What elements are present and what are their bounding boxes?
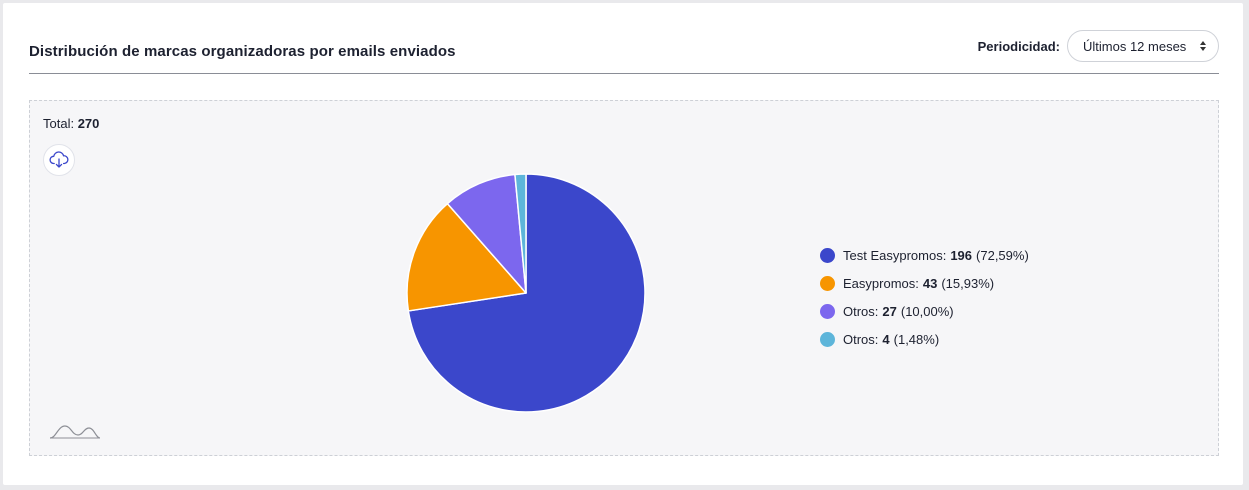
legend-percent: (10,00%) (900, 303, 954, 319)
legend-swatch (820, 247, 835, 263)
legend-percent: (1,48%) (893, 331, 940, 347)
select-caret-icon (1200, 41, 1206, 51)
pie-chart (406, 173, 646, 413)
period-select-value: Últimos 12 meses (1083, 38, 1187, 54)
cloud-download-icon (49, 151, 69, 168)
total-summary: Total: 270 (43, 116, 99, 131)
legend-swatch (820, 275, 835, 291)
total-label: Total: (43, 116, 75, 131)
total-value: 270 (77, 116, 100, 131)
legend-label: Otros: (843, 303, 879, 319)
legend-swatch (820, 303, 835, 319)
legend-label: Easypromos: (843, 275, 919, 291)
card-header: Distribución de marcas organizadoras por… (29, 29, 1219, 74)
card-title: Distribución de marcas organizadoras por… (29, 43, 456, 60)
period-select[interactable]: Últimos 12 meses (1067, 30, 1219, 62)
legend-label: Otros: (843, 331, 879, 347)
period-label: Periodicidad: (977, 38, 1060, 54)
chart-card: Distribución de marcas organizadoras por… (3, 3, 1243, 485)
wave-logo-icon (49, 425, 101, 439)
legend-value: 27 (882, 303, 897, 319)
legend-item-2[interactable]: Easypromos: 43 (15,93%) (820, 269, 1029, 297)
period-control: Periodicidad: Últimos 12 meses (978, 29, 1219, 63)
legend-label: Test Easypromos: (843, 247, 947, 263)
legend-value: 4 (882, 331, 890, 347)
legend-item-4[interactable]: Otros: 4 (1,48%) (820, 325, 1029, 353)
legend-percent: (72,59%) (976, 247, 1029, 263)
legend-swatch (820, 331, 835, 347)
pie-slice-2[interactable] (406, 202, 527, 312)
legend-item-1[interactable]: Test Easypromos: 196 (72,59%) (820, 241, 1029, 269)
pie-slice-4[interactable] (514, 173, 527, 294)
legend-value: 43 (922, 275, 938, 291)
legend-item-3[interactable]: Otros: 27 (10,00%) (820, 297, 1029, 325)
download-button[interactable] (43, 144, 75, 176)
pie-slice-3[interactable] (446, 173, 527, 294)
chart-panel: Total: 270 Test Easypromos: 196 (72,59%) Ea… (29, 100, 1219, 456)
legend-percent: (15,93%) (941, 275, 995, 291)
chart-legend: Test Easypromos: 196 (72,59%) Easypromos: 43… (820, 241, 1029, 353)
legend-value: 196 (950, 247, 973, 263)
